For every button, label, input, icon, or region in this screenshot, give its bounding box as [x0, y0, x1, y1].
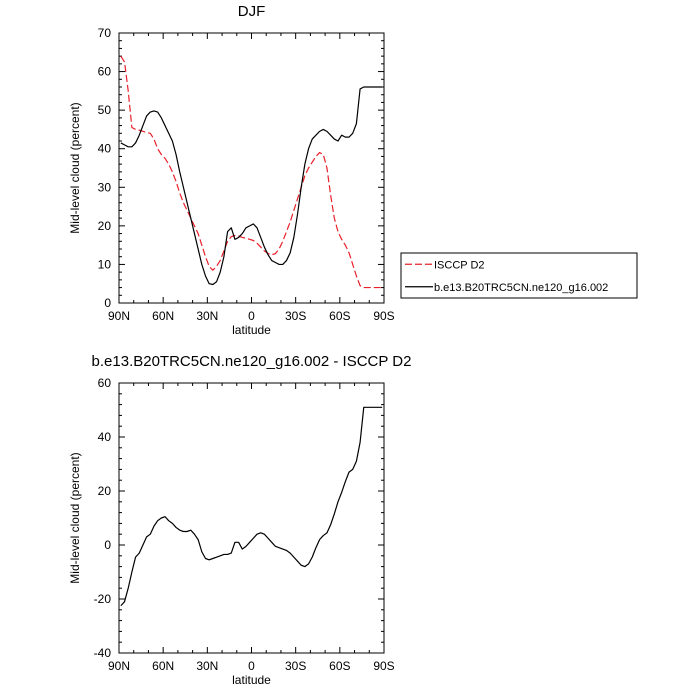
y-axis-label: Mid-level cloud (percent) [68, 102, 82, 233]
series-line-1 [120, 406, 383, 607]
x-tick-label: 60S [329, 659, 350, 673]
y-tick-label: 20 [98, 484, 112, 498]
legend: ISCCP D2 b.e13.B20TRC5CN.ne120_g16.002 [400, 252, 638, 299]
x-tick-label: 90N [108, 659, 130, 673]
y-tick-label: 20 [98, 219, 112, 233]
y-tick-label: 10 [98, 257, 112, 271]
y-tick-label: 30 [98, 180, 112, 194]
x-tick-label: 90S [373, 309, 394, 323]
x-axis-label: latitude [232, 323, 271, 337]
x-tick-label: 60S [329, 309, 350, 323]
y-tick-label: 50 [98, 103, 112, 117]
x-tick-label: 60N [152, 659, 174, 673]
y-tick-label: 0 [104, 538, 111, 552]
x-tick-label: 0 [248, 309, 255, 323]
y-tick-label: 60 [98, 65, 112, 79]
plot-frame [118, 382, 385, 654]
series-line-2 [120, 86, 383, 286]
y-tick-label: -20 [94, 592, 112, 606]
top-chart-djf: DJF 90N 60N 30N 0 30S 60S 90S 0 10 20 30 40 50 60 70 lat… [68, 3, 638, 337]
y-tick-label: 60 [98, 376, 112, 390]
series-line-1 [120, 55, 383, 289]
y-axis-label: Mid-level cloud (percent) [68, 452, 82, 583]
x-tick-label: 90S [373, 659, 394, 673]
bottom-chart-difference: b.e13.B20TRC5CN.ne120_g16.002 - ISCCP D2… [68, 353, 411, 687]
y-tick-label: 70 [98, 26, 112, 40]
legend-entry-2: b.e13.B20TRC5CN.ne120_g16.002 [434, 282, 608, 294]
y-tick-label: 40 [98, 430, 112, 444]
y-tick-label: 40 [98, 142, 112, 156]
x-tick-label: 60N [152, 309, 174, 323]
x-tick-label: 90N [108, 309, 130, 323]
plot-frame [118, 32, 385, 304]
chart-title: DJF [238, 3, 266, 20]
x-axis-label: latitude [232, 673, 271, 687]
legend-box [400, 252, 638, 299]
legend-entry-1: ISCCP D2 [434, 259, 485, 271]
x-tick-label: 30N [196, 659, 218, 673]
y-tick-label: 0 [104, 296, 111, 310]
y-tick-label: -40 [94, 646, 112, 660]
x-tick-label: 30S [285, 659, 306, 673]
x-tick-label: 30N [196, 309, 218, 323]
x-tick-label: 30S [285, 309, 306, 323]
chart-title: b.e13.B20TRC5CN.ne120_g16.002 - ISCCP D2 [92, 353, 412, 370]
x-tick-label: 0 [248, 659, 255, 673]
